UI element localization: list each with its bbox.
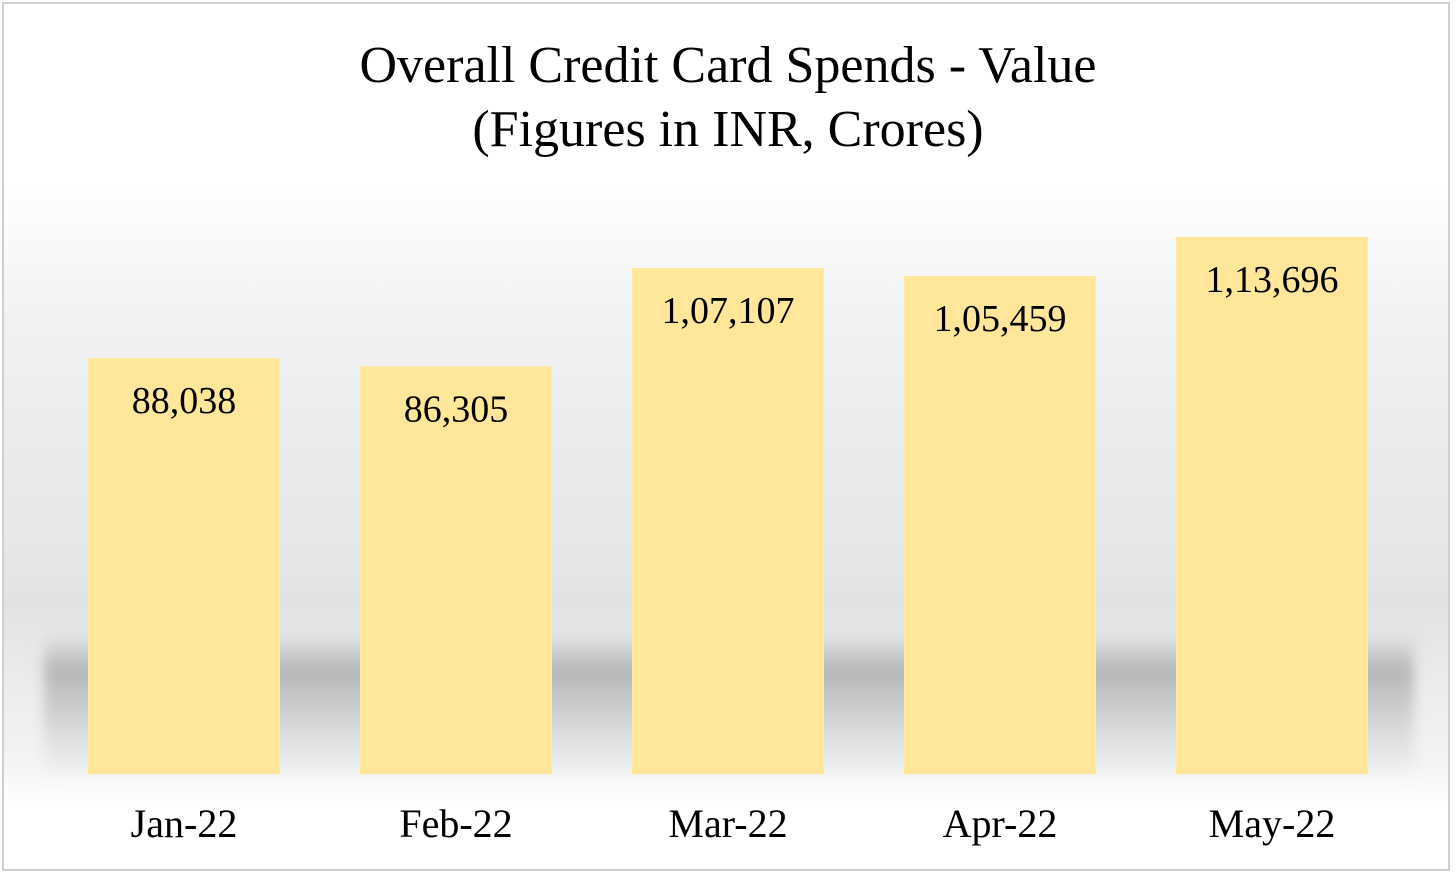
value-label: 1,05,459 [934,298,1067,340]
bar-mar-22 [632,268,824,774]
value-label: 1,13,696 [1206,259,1339,301]
bar-may-22 [1176,237,1368,774]
category-label: May-22 [1209,801,1336,846]
bar-feb-22 [360,366,552,774]
category-label: Apr-22 [943,801,1058,846]
value-label: 86,305 [404,388,509,430]
category-label: Mar-22 [668,801,787,846]
bar-jan-22 [88,358,280,774]
category-label: Feb-22 [399,801,512,846]
bar-chart: 88,038 86,305 1,07,107 1,05,459 1,13,696 Jan… [88,237,1368,846]
chart-title: Overall Credit Card Spends - Value [359,37,1097,94]
bar-apr-22 [904,275,1096,774]
chart-subtitle: (Figures in INR, Crores) [472,101,984,158]
category-label: Jan-22 [131,801,238,846]
value-label: 88,038 [132,380,237,422]
value-label: 1,07,107 [662,290,795,332]
chart-title-block: Overall Credit Card Spends - Value (Figu… [4,34,1448,162]
